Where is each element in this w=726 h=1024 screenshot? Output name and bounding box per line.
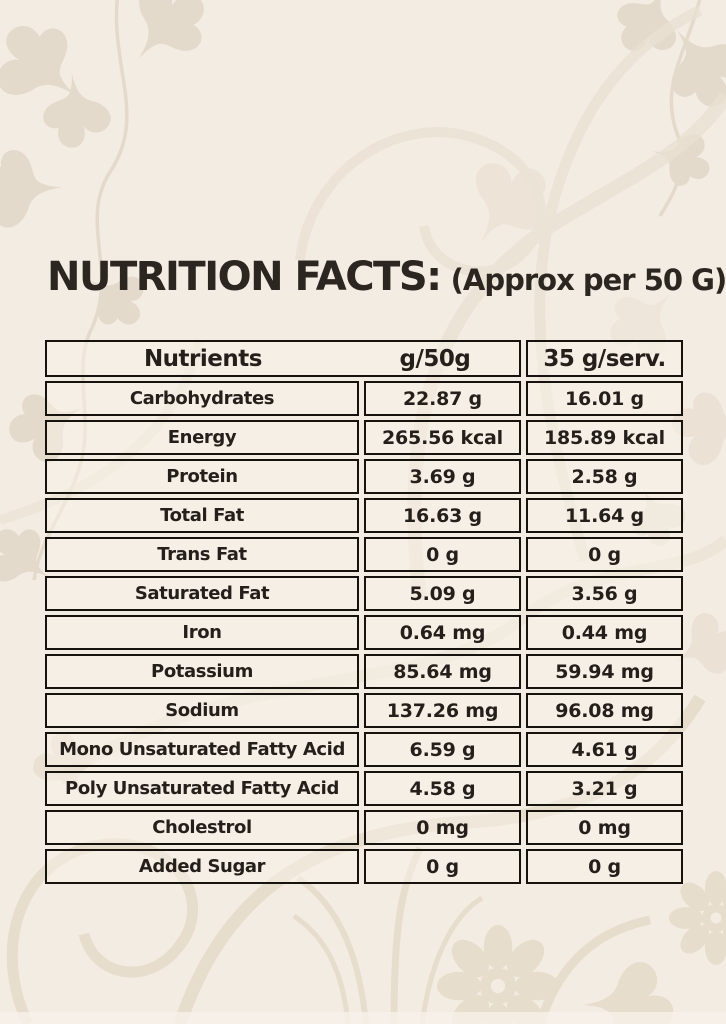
nutrient-name-cell: Poly Unsaturated Fatty Acid bbox=[45, 771, 359, 806]
table-row: Saturated Fat 5.09 g 3.56 g bbox=[45, 576, 683, 611]
header-nutrients: Nutrients bbox=[143, 345, 263, 372]
per-serving-value-cell: 0.44 mg bbox=[526, 615, 683, 650]
per-50g-value-cell: 4.58 g bbox=[364, 771, 521, 806]
table-row: Potassium 85.64 mg 59.94 mg bbox=[45, 654, 683, 689]
table-header-row: Nutrients g/50g 35 g/serv. bbox=[45, 340, 683, 377]
per-50g-value-cell: 265.56 kcal bbox=[364, 420, 521, 455]
header-per-50g: g/50g bbox=[399, 345, 471, 372]
nutrient-name-cell: Carbohydrates bbox=[45, 381, 359, 416]
per-50g-value-cell: 16.63 g bbox=[364, 498, 521, 533]
per-serving-value-cell: 0 g bbox=[526, 849, 683, 884]
nutrient-name-cell: Potassium bbox=[45, 654, 359, 689]
title-block: NUTRITION FACTS: (Approx per 50 G) bbox=[47, 254, 726, 300]
nutrient-name-cell: Added Sugar bbox=[45, 849, 359, 884]
per-serving-value-cell: 16.01 g bbox=[526, 381, 683, 416]
header-cell-nutrients-g50: Nutrients g/50g bbox=[45, 340, 521, 377]
per-50g-value-cell: 3.69 g bbox=[364, 459, 521, 494]
per-serving-value-cell: 11.64 g bbox=[526, 498, 683, 533]
per-50g-value-cell: 22.87 g bbox=[364, 381, 521, 416]
nutrient-name-cell: Protein bbox=[45, 459, 359, 494]
page-title: NUTRITION FACTS: bbox=[47, 254, 442, 300]
nutrient-name-cell: Sodium bbox=[45, 693, 359, 728]
nutrient-name-cell: Total Fat bbox=[45, 498, 359, 533]
per-serving-value-cell: 59.94 mg bbox=[526, 654, 683, 689]
nutrition-table: Nutrients g/50g 35 g/serv. Carbohydrates… bbox=[40, 336, 688, 888]
table-row: Energy 265.56 kcal 185.89 kcal bbox=[45, 420, 683, 455]
table-row: Sodium 137.26 mg 96.08 mg bbox=[45, 693, 683, 728]
per-50g-value-cell: 0 g bbox=[364, 537, 521, 572]
table-row: Iron 0.64 mg 0.44 mg bbox=[45, 615, 683, 650]
per-serving-value-cell: 0 mg bbox=[526, 810, 683, 845]
nutrient-name-cell: Saturated Fat bbox=[45, 576, 359, 611]
nutrient-name-cell: Trans Fat bbox=[45, 537, 359, 572]
nutrient-name-cell: Cholestrol bbox=[45, 810, 359, 845]
table-row: Poly Unsaturated Fatty Acid 4.58 g 3.21 g bbox=[45, 771, 683, 806]
nutrient-name-cell: Iron bbox=[45, 615, 359, 650]
per-serving-value-cell: 4.61 g bbox=[526, 732, 683, 767]
per-50g-value-cell: 0 g bbox=[364, 849, 521, 884]
per-50g-value-cell: 0.64 mg bbox=[364, 615, 521, 650]
table-row: Total Fat 16.63 g 11.64 g bbox=[45, 498, 683, 533]
header-per-serving: 35 g/serv. bbox=[526, 340, 683, 377]
per-50g-value-cell: 85.64 mg bbox=[364, 654, 521, 689]
per-serving-value-cell: 3.56 g bbox=[526, 576, 683, 611]
per-serving-value-cell: 3.21 g bbox=[526, 771, 683, 806]
per-serving-value-cell: 185.89 kcal bbox=[526, 420, 683, 455]
nutrient-name-cell: Mono Unsaturated Fatty Acid bbox=[45, 732, 359, 767]
per-50g-value-cell: 5.09 g bbox=[364, 576, 521, 611]
nutrition-table-body: Carbohydrates 22.87 g 16.01 g Energy 265.56 … bbox=[45, 381, 683, 884]
per-serving-value-cell: 2.58 g bbox=[526, 459, 683, 494]
table-row: Protein 3.69 g 2.58 g bbox=[45, 459, 683, 494]
per-serving-value-cell: 96.08 mg bbox=[526, 693, 683, 728]
per-50g-value-cell: 6.59 g bbox=[364, 732, 521, 767]
per-50g-value-cell: 137.26 mg bbox=[364, 693, 521, 728]
per-serving-value-cell: 0 g bbox=[526, 537, 683, 572]
table-row: Carbohydrates 22.87 g 16.01 g bbox=[45, 381, 683, 416]
table-row: Cholestrol 0 mg 0 mg bbox=[45, 810, 683, 845]
per-50g-value-cell: 0 mg bbox=[364, 810, 521, 845]
page-subtitle: (Approx per 50 G) bbox=[450, 263, 726, 297]
table-row: Mono Unsaturated Fatty Acid 6.59 g 4.61 g bbox=[45, 732, 683, 767]
nutrient-name-cell: Energy bbox=[45, 420, 359, 455]
